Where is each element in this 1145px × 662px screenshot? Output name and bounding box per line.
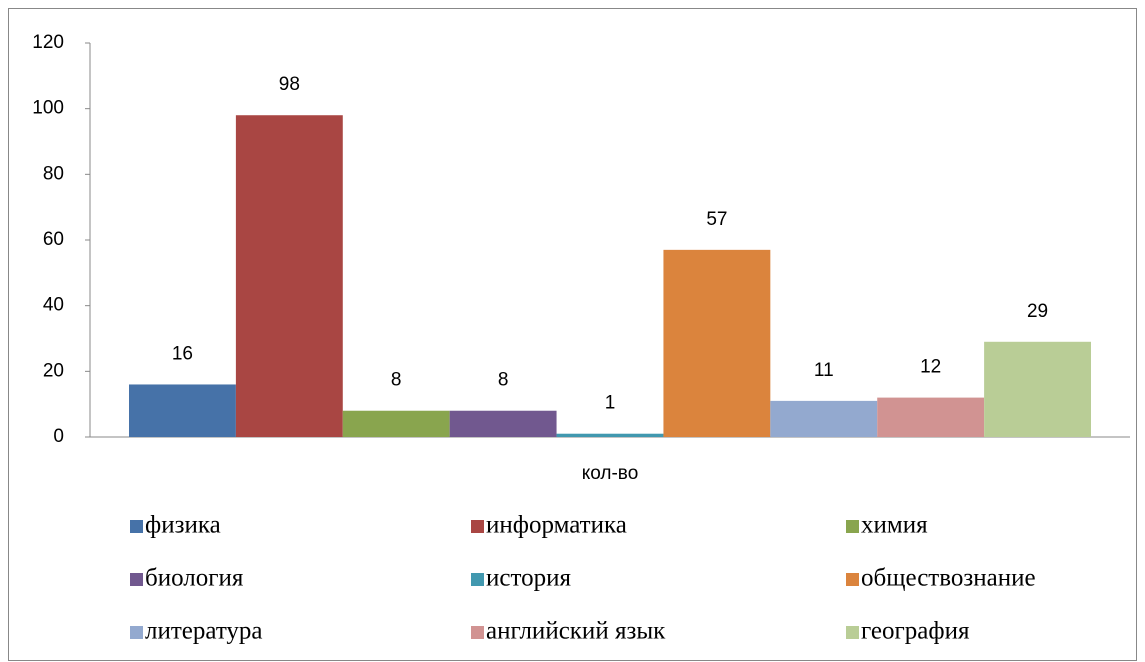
bar — [556, 433, 664, 437]
data-label: 12 — [920, 357, 941, 378]
data-label: 98 — [279, 74, 300, 95]
legend-swatch — [846, 573, 859, 586]
legend-swatch — [130, 573, 143, 586]
y-tick-label: 0 — [53, 426, 64, 447]
y-tick-label: 100 — [32, 98, 64, 119]
legend-swatch — [471, 573, 484, 586]
bar — [235, 115, 343, 437]
data-label: 57 — [706, 209, 727, 230]
legend-label: география — [861, 618, 970, 645]
bar — [663, 249, 771, 437]
data-label: 8 — [498, 370, 509, 391]
legend-label: физика — [145, 512, 221, 539]
bar — [877, 397, 985, 437]
legend-label: литература — [145, 618, 263, 645]
data-label: 11 — [814, 360, 834, 381]
legend-label: английский язык — [486, 618, 666, 645]
bar — [984, 341, 1091, 437]
y-tick-label: 80 — [43, 163, 64, 184]
chart-border — [8, 8, 1137, 661]
legend-label: биология — [145, 565, 244, 592]
legend-swatch — [130, 520, 143, 533]
data-label: 29 — [1027, 301, 1048, 322]
y-tick-label: 40 — [43, 295, 64, 316]
legend-swatch — [471, 626, 484, 639]
data-label: 8 — [391, 370, 402, 391]
bar — [770, 400, 878, 437]
legend-swatch — [471, 520, 484, 533]
y-tick-label: 20 — [43, 360, 64, 381]
legend-label: история — [486, 565, 571, 592]
legend-swatch — [130, 626, 143, 639]
legend-label: химия — [861, 512, 928, 539]
y-tick-label: 60 — [43, 229, 64, 250]
legend-label: информатика — [486, 512, 627, 539]
data-label: 16 — [172, 343, 193, 364]
legend-label: обществознание — [861, 565, 1036, 592]
x-tick-label: кол-во — [582, 463, 639, 484]
data-label: 1 — [605, 393, 616, 414]
bar — [449, 410, 557, 437]
legend-swatch — [846, 520, 859, 533]
bar — [342, 410, 450, 437]
legend-swatch — [846, 626, 859, 639]
bar — [129, 384, 236, 437]
y-tick-label: 120 — [32, 32, 64, 53]
